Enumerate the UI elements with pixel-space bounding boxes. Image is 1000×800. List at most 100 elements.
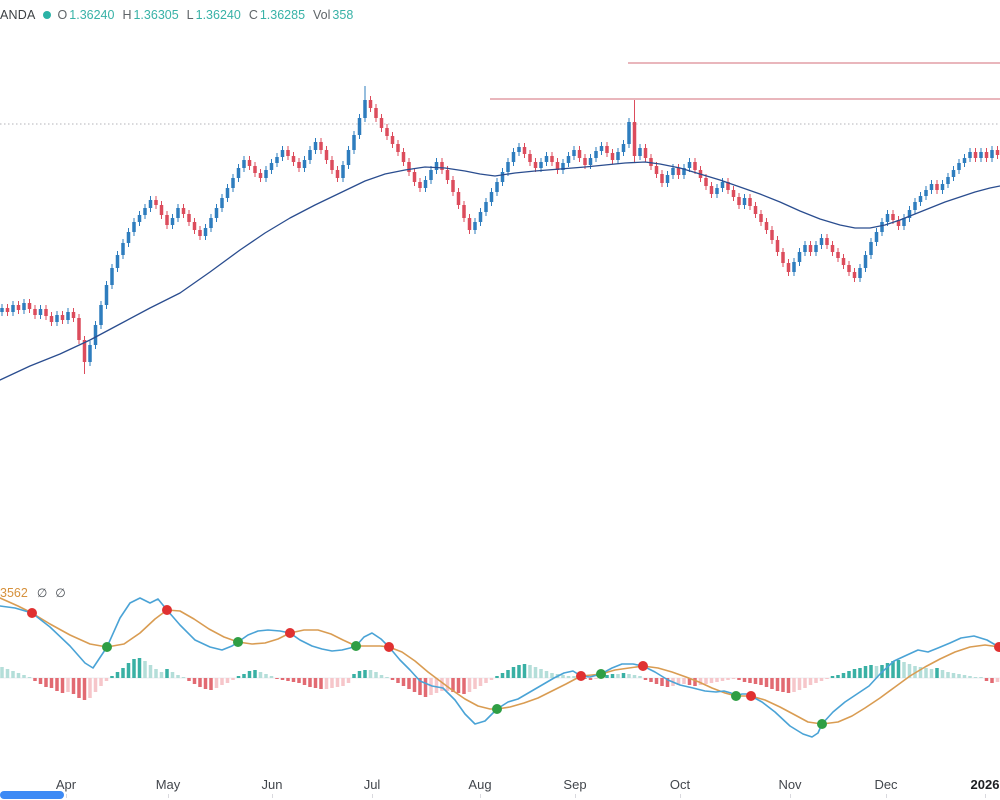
candle-body xyxy=(456,192,461,205)
macd-histogram-bar xyxy=(990,678,994,683)
macd-histogram-bar xyxy=(467,678,472,692)
null-value-icon[interactable]: ∅ xyxy=(36,586,48,600)
macd-histogram-bar xyxy=(363,670,367,678)
macd-histogram-bar xyxy=(770,678,774,689)
candle-body xyxy=(390,136,395,144)
candle-body xyxy=(44,309,48,316)
macd-histogram-bar xyxy=(610,674,615,678)
macd-histogram-bar xyxy=(731,678,736,679)
ohlc-pair: Vol 358 xyxy=(313,8,353,22)
macd-histogram-bar xyxy=(693,678,697,686)
candle-body xyxy=(759,214,763,222)
candle-body xyxy=(192,222,197,230)
macd-histogram-bar xyxy=(330,678,334,688)
candle-body xyxy=(533,162,538,168)
candle-body xyxy=(682,168,686,175)
candle-body xyxy=(973,152,978,158)
candle-body xyxy=(88,345,92,362)
macd-histogram-bar xyxy=(22,675,26,678)
candle-body xyxy=(808,245,813,252)
null-value-icon[interactable]: ∅ xyxy=(55,586,66,600)
candle-body xyxy=(154,200,158,205)
candle-body xyxy=(572,150,576,156)
ohlc-value: 1.36305 xyxy=(133,8,179,22)
macd-histogram-bar xyxy=(814,678,818,683)
macd-histogram-bar xyxy=(979,677,983,678)
candle-body xyxy=(797,252,802,262)
candle-body xyxy=(583,158,587,165)
macd-histogram-bar xyxy=(44,678,48,687)
candle-body xyxy=(159,205,164,215)
macd-histogram-bar xyxy=(638,676,642,678)
macd-cross-dot-bullish xyxy=(233,637,243,647)
candle-body xyxy=(632,122,637,156)
macd-cross-dot-bullish xyxy=(492,704,502,714)
candle-body xyxy=(869,242,873,255)
candle-body xyxy=(489,192,494,202)
candle-body xyxy=(77,318,81,340)
candle-body xyxy=(220,198,224,208)
candle-body xyxy=(902,218,906,226)
candle-body xyxy=(368,100,373,108)
candle-body xyxy=(654,166,659,174)
candle-body xyxy=(451,180,455,192)
macd-histogram-bar xyxy=(484,678,488,683)
macd-histogram-bar xyxy=(385,677,389,678)
macd-histogram-bar xyxy=(407,678,411,689)
macd-histogram-bar xyxy=(198,678,202,687)
macd-histogram-bar xyxy=(170,672,175,678)
ohlc-label: L xyxy=(186,8,194,22)
macd-cross-dot-bullish xyxy=(817,719,827,729)
macd-histogram-bar xyxy=(99,678,103,686)
macd-cross-dot-bearish xyxy=(285,628,295,638)
macd-histogram-bar xyxy=(649,678,653,682)
candle-body xyxy=(605,146,609,153)
candle-body xyxy=(324,150,329,160)
macd-histogram-bar xyxy=(88,678,92,698)
macd-histogram-bar xyxy=(473,678,477,689)
candle-body xyxy=(440,162,444,170)
candle-body xyxy=(990,150,994,158)
candle-body xyxy=(110,268,114,285)
candle-body xyxy=(385,128,389,136)
macd-histogram-bar xyxy=(819,678,824,681)
candle-body xyxy=(313,142,318,150)
ohlc-value: 1.36285 xyxy=(259,8,306,22)
candle-body xyxy=(27,303,32,309)
macd-histogram-bar xyxy=(418,678,422,695)
candle-body xyxy=(363,100,367,118)
macd-histogram-bar xyxy=(621,673,626,678)
macd-line xyxy=(0,597,1000,738)
ohlc-label: O xyxy=(57,8,68,22)
candle-body xyxy=(418,182,422,188)
macd-histogram-bar xyxy=(368,670,373,678)
macd-histogram-bar xyxy=(786,678,791,693)
candle-body xyxy=(616,152,620,160)
macd-cross-dot-bullish xyxy=(102,642,112,652)
candle-body xyxy=(847,265,851,272)
macd-histogram-bar xyxy=(396,678,400,683)
x-axis-label: Dec xyxy=(874,777,898,792)
candle-body xyxy=(11,305,15,312)
candle-body xyxy=(627,122,631,144)
candle-body xyxy=(874,232,879,242)
macd-histogram-bar xyxy=(643,678,648,680)
horizontal-scrollbar-thumb[interactable] xyxy=(0,791,64,799)
candle-body xyxy=(929,184,934,190)
macd-histogram-bar xyxy=(533,667,538,678)
candle-body xyxy=(429,170,433,180)
macd-histogram-bar xyxy=(616,674,620,678)
candle-body xyxy=(984,152,989,158)
macd-histogram-bar xyxy=(434,678,439,693)
macd-histogram-bar xyxy=(775,678,780,691)
macd-histogram-bar xyxy=(973,677,978,678)
macd-histogram-bar xyxy=(297,678,301,683)
candle-body xyxy=(407,162,411,172)
ohlc-value: 1.36240 xyxy=(69,8,115,22)
candle-body xyxy=(132,222,136,232)
ma-line xyxy=(0,161,1000,381)
macd-histogram-bar xyxy=(715,678,719,682)
macd-histogram-bar xyxy=(82,678,87,700)
